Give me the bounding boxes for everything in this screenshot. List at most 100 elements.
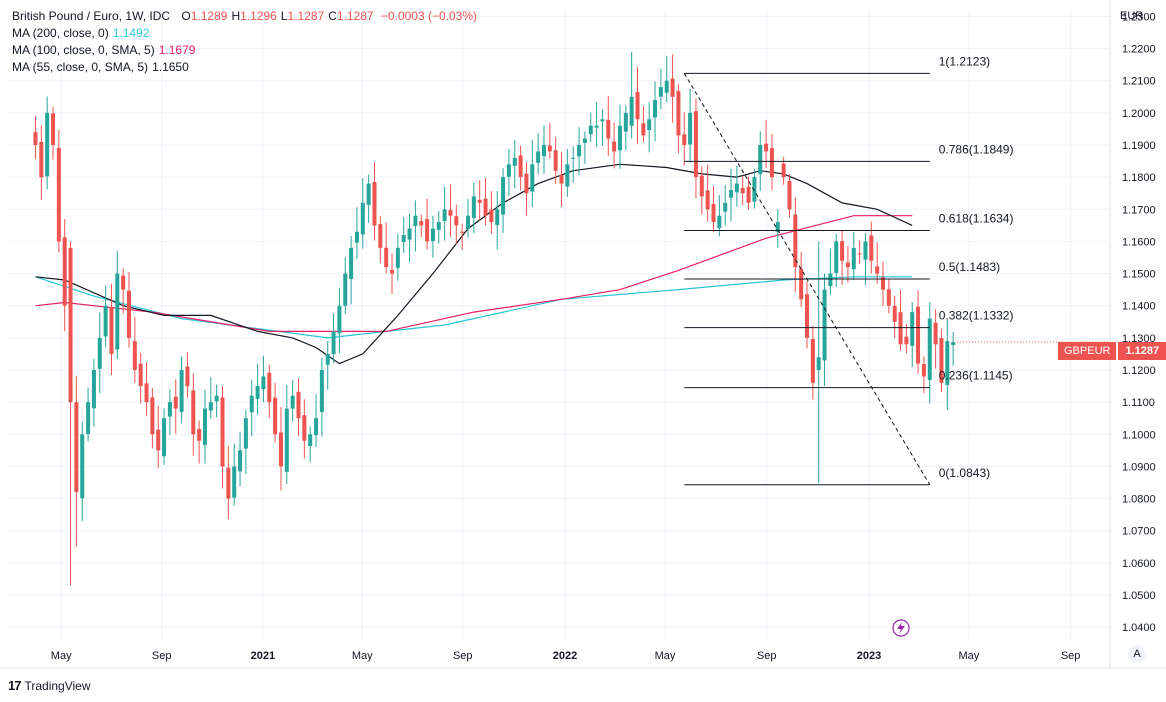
x-tick-label: May xyxy=(959,650,980,662)
candle-body xyxy=(653,100,658,118)
candle-body xyxy=(834,241,839,273)
candle-body xyxy=(904,336,909,345)
candle-body xyxy=(442,209,447,221)
candle-body xyxy=(284,408,289,472)
candle-body xyxy=(723,202,728,212)
candle-body xyxy=(617,125,622,151)
indicator-row: MA (55, close, 0, SMA, 5) 1.1650 xyxy=(12,59,477,76)
y-tick-label: 1.2100 xyxy=(1122,76,1156,88)
candle-body xyxy=(126,290,131,338)
candle-body xyxy=(664,80,669,93)
candle-body xyxy=(314,418,319,436)
candle-body xyxy=(343,273,348,306)
axis-currency: EUR xyxy=(1120,10,1144,22)
candle-body xyxy=(822,289,827,361)
candle-body xyxy=(623,112,628,132)
candle-body xyxy=(612,141,617,152)
indicator-row: MA (100, close, 0, SMA, 5) 1.1679 xyxy=(12,42,477,59)
y-tick-label: 1.0800 xyxy=(1122,494,1156,506)
candle-body xyxy=(202,408,207,445)
brand-name: TradingView xyxy=(24,678,91,693)
candle-body xyxy=(518,155,523,178)
candle-body xyxy=(571,157,576,159)
candle-body xyxy=(541,145,546,157)
candle-body xyxy=(635,91,640,120)
y-tick-label: 1.1000 xyxy=(1122,429,1156,441)
candle-body xyxy=(939,338,944,383)
candle-body xyxy=(951,342,956,346)
ohlc-values: O1.1289 H1.1296 L1.1287 C1.1287 xyxy=(173,9,373,23)
indicator-value: 1.1679 xyxy=(158,43,196,57)
symbol-title: British Pound / Euro, 1W, IDC xyxy=(12,9,171,23)
candle-body xyxy=(466,215,471,229)
candle-body xyxy=(302,415,307,441)
candle-body xyxy=(319,370,324,412)
candle-body xyxy=(506,164,511,177)
candle-body xyxy=(875,266,880,274)
fib-level-label: 0.382(1.1332) xyxy=(939,309,1014,323)
candle-body xyxy=(144,383,149,403)
candle-body xyxy=(559,174,564,184)
candle-body xyxy=(647,119,652,131)
candle-body xyxy=(138,363,143,387)
candle-body xyxy=(243,418,248,449)
x-tick-label: Sep xyxy=(1061,650,1081,662)
candle-body xyxy=(857,253,862,255)
candle-body xyxy=(226,467,231,499)
candle-body xyxy=(366,183,371,205)
x-tick-label: 2023 xyxy=(857,650,881,662)
auto-scale-button[interactable]: A xyxy=(1128,645,1146,663)
lightning-icon xyxy=(892,619,910,637)
ohlc-value-c: 1.1287 xyxy=(336,9,374,23)
symbol-row: British Pound / Euro, 1W, IDC O1.1289 H1.… xyxy=(12,8,477,25)
candle-body xyxy=(62,237,67,306)
candle-body xyxy=(863,241,868,260)
candle-body xyxy=(816,357,821,370)
brand-footer: 17 TradingView xyxy=(8,678,91,693)
candle-body xyxy=(51,113,56,145)
candle-body xyxy=(249,395,254,413)
candle-body xyxy=(477,199,482,203)
indicator-label: MA (100, close, 0, SMA, 5) xyxy=(12,43,155,57)
indicator-list: MA (200, close, 0) 1.1492 MA (100, close, … xyxy=(12,25,477,76)
candle-body xyxy=(454,216,459,226)
candle-body xyxy=(769,148,774,178)
candle-body xyxy=(758,145,763,175)
candle-body xyxy=(565,164,570,187)
candle-body xyxy=(360,202,365,235)
y-tick-label: 1.0600 xyxy=(1122,558,1156,570)
candle-body xyxy=(641,123,646,136)
candle-body xyxy=(419,221,424,226)
candle-body xyxy=(296,391,301,419)
x-tick-label: Sep xyxy=(152,650,172,662)
candle-body xyxy=(933,322,938,345)
candle-body xyxy=(805,294,810,338)
fib-level-label: 0.786(1.1849) xyxy=(939,142,1014,156)
candle-body xyxy=(378,224,383,248)
candle-body xyxy=(255,386,260,399)
candle-body xyxy=(851,247,856,270)
change-value: −0.0003 (−0.03%) xyxy=(380,9,478,23)
y-tick-label: 1.1100 xyxy=(1122,397,1155,409)
candle-body xyxy=(278,432,283,467)
y-tick-label: 1.1600 xyxy=(1122,236,1156,248)
candle-body xyxy=(869,235,874,261)
candle-body xyxy=(729,190,734,198)
indicator-value: 1.1650 xyxy=(152,60,189,74)
candle-body xyxy=(781,163,786,178)
y-tick-label: 1.0400 xyxy=(1122,622,1156,634)
candle-body xyxy=(752,177,757,202)
y-tick-label: 1.0900 xyxy=(1122,461,1156,473)
moving-average-line xyxy=(35,276,913,339)
candle-body xyxy=(109,306,114,354)
candle-body xyxy=(489,209,494,223)
candle-body xyxy=(86,402,91,435)
candle-body xyxy=(395,247,400,268)
candle-body xyxy=(45,112,50,177)
candle-body xyxy=(197,428,202,441)
fib-level-label: 0.5(1.1483) xyxy=(939,260,1000,274)
x-tick-label: May xyxy=(51,650,72,662)
candle-body xyxy=(290,395,295,409)
candle-body xyxy=(354,231,359,243)
